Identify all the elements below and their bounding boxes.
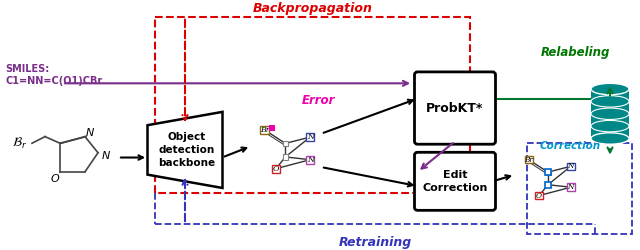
Text: Retraining: Retraining bbox=[339, 236, 412, 248]
Bar bbox=[282, 154, 288, 160]
Polygon shape bbox=[147, 112, 223, 188]
Bar bbox=[591, 89, 629, 138]
Text: $\mathit{O}$: $\mathit{O}$ bbox=[50, 172, 60, 184]
Ellipse shape bbox=[591, 83, 629, 95]
Bar bbox=[535, 192, 543, 199]
Text: Relabeling: Relabeling bbox=[540, 46, 610, 59]
Text: $\mathit{N}$: $\mathit{N}$ bbox=[85, 126, 95, 138]
Text: Error: Error bbox=[301, 94, 335, 107]
Text: SMILES:
C1=NN=C(O1)CBr: SMILES: C1=NN=C(O1)CBr bbox=[5, 64, 102, 86]
Text: Correction: Correction bbox=[540, 141, 600, 151]
Text: N: N bbox=[307, 133, 314, 141]
Bar bbox=[545, 182, 550, 187]
Bar bbox=[155, 17, 470, 193]
FancyBboxPatch shape bbox=[415, 152, 495, 210]
Text: N: N bbox=[307, 156, 314, 164]
Bar bbox=[269, 125, 275, 131]
Ellipse shape bbox=[591, 133, 629, 144]
Bar bbox=[525, 156, 532, 163]
Text: O: O bbox=[536, 192, 542, 200]
Bar bbox=[306, 156, 314, 164]
Text: N: N bbox=[568, 162, 574, 170]
Bar bbox=[545, 170, 550, 175]
Text: $\mathit{N}$: $\mathit{N}$ bbox=[101, 149, 111, 161]
FancyBboxPatch shape bbox=[415, 72, 495, 144]
Text: N: N bbox=[568, 183, 574, 191]
Text: Edit
Correction: Edit Correction bbox=[422, 170, 488, 193]
Ellipse shape bbox=[591, 96, 629, 107]
Bar bbox=[545, 182, 551, 188]
Bar bbox=[567, 184, 575, 191]
Text: Br: Br bbox=[260, 126, 269, 134]
Bar bbox=[271, 165, 280, 173]
Bar bbox=[282, 141, 288, 146]
Bar bbox=[545, 169, 551, 175]
Text: Br: Br bbox=[524, 156, 533, 164]
Bar bbox=[306, 133, 314, 141]
Bar bbox=[567, 162, 575, 170]
Bar bbox=[260, 126, 269, 134]
Text: $\mathcal{B}_r$: $\mathcal{B}_r$ bbox=[12, 136, 28, 151]
Text: Backpropagation: Backpropagation bbox=[253, 2, 372, 15]
Text: O: O bbox=[273, 165, 279, 173]
Text: ProbKT*: ProbKT* bbox=[426, 102, 484, 114]
Ellipse shape bbox=[591, 120, 629, 132]
Bar bbox=[527, 143, 632, 234]
Text: Object
detection
backbone: Object detection backbone bbox=[159, 132, 216, 168]
Ellipse shape bbox=[591, 108, 629, 120]
